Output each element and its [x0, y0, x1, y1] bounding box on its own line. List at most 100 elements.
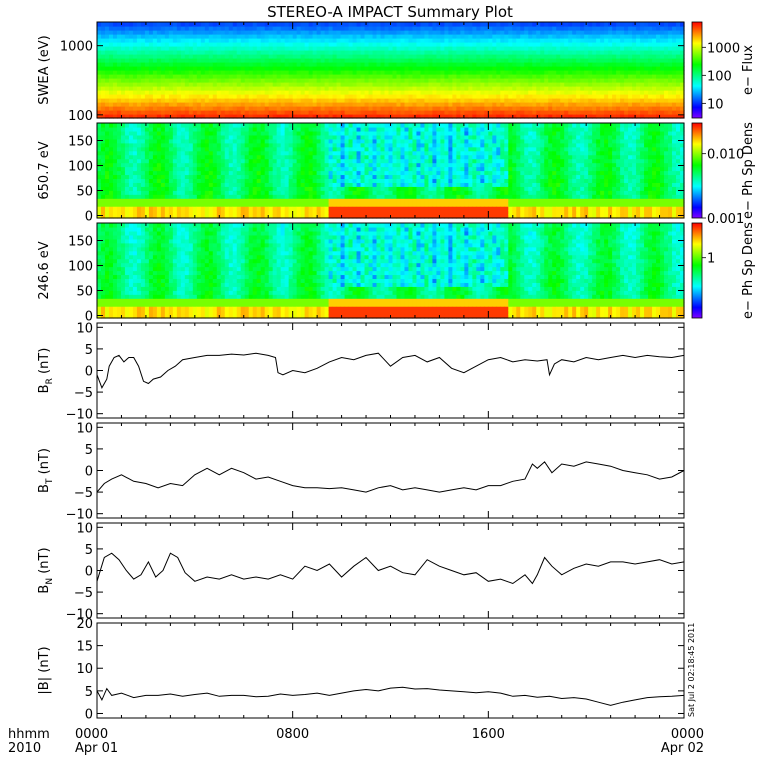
heatmap-cell	[664, 66, 669, 71]
heatmap-cell	[536, 74, 541, 79]
heatmap-cell	[140, 70, 146, 75]
heatmap-cell	[124, 146, 130, 152]
heatmap-cell	[252, 123, 258, 128]
heatmap-cell	[132, 154, 138, 160]
heatmap-cell	[388, 38, 394, 43]
heatmap-cell	[160, 138, 166, 144]
heatmap-cell	[496, 74, 501, 79]
heatmap-cell	[616, 102, 621, 107]
heatmap-cell	[636, 42, 641, 47]
heatmap-cell	[288, 162, 294, 168]
heatmap-cell	[172, 170, 178, 176]
heatmap-cell	[252, 106, 258, 111]
heatmap-cell	[584, 98, 589, 103]
heatmap-cell	[128, 202, 134, 207]
heatmap-cell	[156, 206, 162, 211]
heatmap-cell	[608, 42, 613, 47]
heatmap-cell	[168, 46, 174, 51]
heatmap-cell	[140, 146, 146, 152]
heatmap-cell	[500, 74, 505, 79]
heatmap-cell	[284, 82, 290, 87]
heatmap-cell	[132, 106, 138, 111]
heatmap-cell	[276, 74, 282, 79]
heatmap-cell	[104, 114, 110, 119]
heatmap-cell	[184, 130, 190, 136]
heatmap-cell	[172, 162, 178, 168]
heatmap-cell	[360, 22, 366, 27]
heatmap-cell	[236, 206, 242, 211]
heatmap-cell	[444, 86, 449, 91]
heatmap-cell	[552, 82, 557, 87]
heatmap-cell	[416, 50, 422, 55]
heatmap-cell	[248, 166, 254, 172]
heatmap-cell	[584, 66, 589, 71]
heatmap-cell	[328, 86, 334, 91]
heatmap-cell	[240, 78, 246, 83]
heatmap-cell	[224, 94, 230, 99]
heatmap-cell	[464, 78, 469, 83]
heatmap-cell	[548, 42, 553, 47]
heatmap-cell	[136, 70, 142, 75]
heatmap-cell	[604, 26, 609, 31]
heatmap-cell	[504, 38, 509, 43]
heatmap-cell	[504, 30, 509, 35]
heatmap-cell	[604, 98, 609, 103]
heatmap-cell	[636, 66, 641, 71]
heatmap-cell	[184, 158, 190, 164]
heatmap-cell	[152, 210, 158, 215]
heatmap-cell	[224, 214, 230, 219]
heatmap-cell	[676, 86, 681, 91]
heatmap-cell	[97, 22, 102, 27]
heatmap-cell	[516, 82, 521, 87]
heatmap-cell	[492, 38, 497, 43]
heatmap-cell	[268, 58, 274, 63]
heatmap-cell	[108, 42, 114, 47]
heatmap-cell	[172, 26, 178, 31]
heatmap-cell	[152, 114, 158, 119]
heatmap-cell	[124, 98, 130, 103]
heatmap-cell	[124, 198, 130, 203]
heatmap-cell	[680, 86, 685, 91]
heatmap-cell	[104, 110, 110, 115]
heatmap-cell	[136, 126, 142, 132]
heatmap-cell	[97, 162, 102, 168]
heatmap-cell	[240, 86, 246, 91]
heatmap-cell	[512, 90, 517, 95]
heatmap-cell	[100, 210, 106, 215]
heatmap-cell	[184, 50, 190, 55]
heatmap-cell	[368, 114, 374, 119]
heatmap-cell	[532, 78, 537, 83]
heatmap-cell	[260, 134, 266, 140]
heatmap-cell	[184, 166, 190, 172]
heatmap-cell	[292, 38, 298, 43]
heatmap-cell	[328, 42, 334, 47]
heatmap-cell	[628, 70, 633, 75]
heatmap-cell	[304, 170, 310, 176]
heatmap-cell	[660, 42, 665, 47]
heatmap-cell	[176, 214, 182, 219]
heatmap-cell	[264, 110, 270, 115]
heatmap-cell	[356, 86, 362, 91]
heatmap-cell	[560, 86, 565, 91]
heatmap-cell	[252, 158, 258, 164]
heatmap-cell	[252, 126, 258, 132]
heatmap-cell	[144, 114, 150, 119]
heatmap-cell	[308, 114, 314, 119]
heatmap-cell	[316, 106, 322, 111]
heatmap-cell	[252, 50, 258, 55]
heatmap-cell	[512, 22, 517, 27]
heatmap-cell	[268, 34, 274, 39]
heatmap-cell	[500, 114, 505, 119]
heatmap-cell	[312, 198, 318, 203]
heatmap-cell	[148, 54, 154, 59]
heatmap-cell	[564, 94, 569, 99]
heatmap-cell	[680, 114, 685, 119]
heatmap-cell	[612, 38, 617, 43]
heatmap-cell	[252, 150, 258, 156]
heatmap-cell	[236, 190, 242, 195]
heatmap-cell	[600, 46, 605, 51]
heatmap-cell	[216, 90, 222, 95]
heatmap-cell	[144, 34, 150, 39]
heatmap-cell	[160, 90, 166, 95]
heatmap-cell	[292, 194, 298, 199]
